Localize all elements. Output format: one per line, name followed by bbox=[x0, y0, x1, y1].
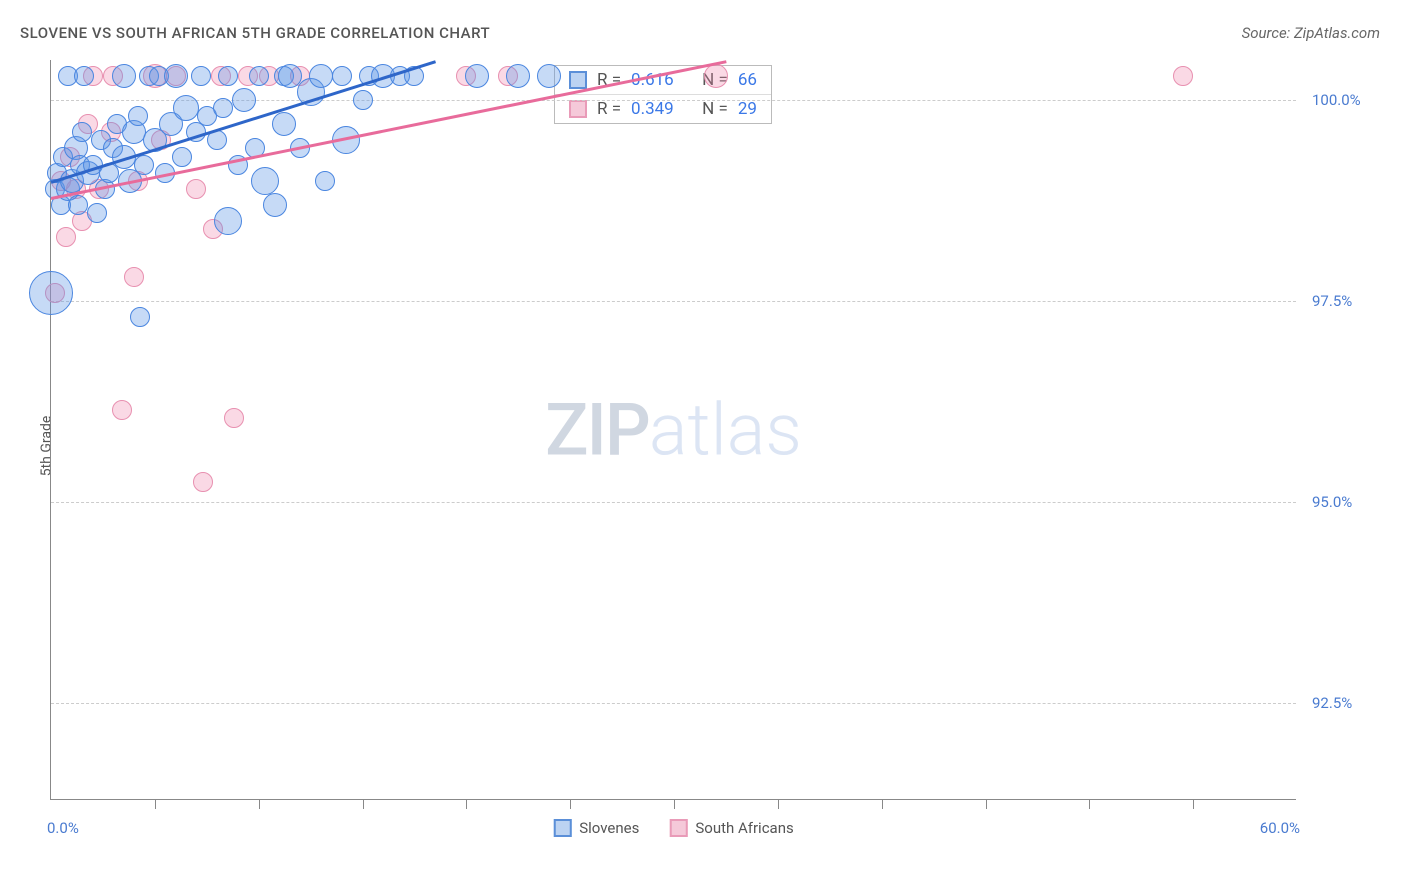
plot-area: ZIPatlas R = 0.616 N = 66 R = 0.349 N = … bbox=[50, 60, 1296, 800]
x-tick bbox=[363, 799, 364, 809]
x-tick bbox=[882, 799, 883, 809]
series-legend: Slovenes South Africans bbox=[553, 819, 794, 837]
scatter-point-blue bbox=[332, 66, 352, 86]
scatter-point-blue bbox=[112, 64, 136, 88]
gridline bbox=[51, 301, 1296, 302]
y-tick-label: 97.5% bbox=[1312, 292, 1392, 310]
scatter-point-blue bbox=[164, 64, 188, 88]
scatter-point-blue bbox=[68, 195, 88, 215]
scatter-point-blue bbox=[251, 167, 279, 195]
scatter-point-blue bbox=[353, 90, 373, 110]
legend-label: Slovenes bbox=[579, 819, 639, 837]
x-tick bbox=[1193, 799, 1194, 809]
scatter-point-blue bbox=[29, 271, 73, 315]
x-axis-label-max: 60.0% bbox=[1260, 819, 1300, 837]
scatter-point-blue bbox=[218, 66, 238, 86]
scatter-point-pink bbox=[704, 64, 728, 88]
scatter-point-blue bbox=[213, 98, 233, 118]
scatter-point-blue bbox=[173, 95, 199, 121]
x-tick bbox=[778, 799, 779, 809]
swatch-slovenes bbox=[569, 71, 587, 89]
gridline bbox=[51, 502, 1296, 503]
scatter-point-blue bbox=[232, 88, 256, 112]
swatch-slovenes-icon bbox=[553, 819, 571, 837]
scatter-point-blue bbox=[272, 112, 296, 136]
x-axis-label-min: 0.0% bbox=[47, 819, 79, 837]
scatter-point-pink bbox=[186, 179, 206, 199]
scatter-point-blue bbox=[172, 147, 192, 167]
scatter-point-pink bbox=[1173, 66, 1193, 86]
scatter-point-blue bbox=[309, 64, 333, 88]
scatter-point-blue bbox=[130, 307, 150, 327]
scatter-point-blue bbox=[72, 122, 92, 142]
scatter-point-pink bbox=[193, 472, 213, 492]
scatter-point-blue bbox=[87, 203, 107, 223]
scatter-point-blue bbox=[263, 193, 287, 217]
legend-item-slovenes: Slovenes bbox=[553, 819, 639, 837]
swatch-south-africans bbox=[569, 100, 587, 118]
x-tick bbox=[1089, 799, 1090, 809]
scatter-point-pink bbox=[112, 400, 132, 420]
scatter-point-blue bbox=[315, 171, 335, 191]
watermark: ZIPatlas bbox=[545, 387, 802, 472]
stat-row-south-africans: R = 0.349 N = 29 bbox=[555, 94, 771, 123]
x-tick bbox=[259, 799, 260, 809]
swatch-south-africans-icon bbox=[669, 819, 687, 837]
scatter-point-blue bbox=[134, 155, 154, 175]
x-tick bbox=[986, 799, 987, 809]
x-tick bbox=[570, 799, 571, 809]
legend-item-south-africans: South Africans bbox=[669, 819, 793, 837]
y-tick-label: 92.5% bbox=[1312, 694, 1392, 712]
x-tick bbox=[674, 799, 675, 809]
scatter-point-blue bbox=[128, 106, 148, 126]
gridline bbox=[51, 703, 1296, 704]
scatter-point-blue bbox=[191, 66, 211, 86]
scatter-point-blue bbox=[249, 66, 269, 86]
x-tick bbox=[155, 799, 156, 809]
y-tick-label: 95.0% bbox=[1312, 493, 1392, 511]
chart-source: Source: ZipAtlas.com bbox=[1242, 24, 1380, 42]
chart-title: SLOVENE VS SOUTH AFRICAN 5TH GRADE CORRE… bbox=[20, 24, 490, 42]
y-tick-label: 100.0% bbox=[1312, 91, 1392, 109]
scatter-point-blue bbox=[214, 207, 242, 235]
scatter-point-blue bbox=[74, 66, 94, 86]
x-tick bbox=[466, 799, 467, 809]
scatter-point-blue bbox=[465, 64, 489, 88]
scatter-point-pink bbox=[124, 267, 144, 287]
scatter-point-pink bbox=[224, 408, 244, 428]
scatter-point-blue bbox=[506, 64, 530, 88]
scatter-point-blue bbox=[537, 64, 561, 88]
legend-label: South Africans bbox=[695, 819, 793, 837]
scatter-point-pink bbox=[56, 227, 76, 247]
